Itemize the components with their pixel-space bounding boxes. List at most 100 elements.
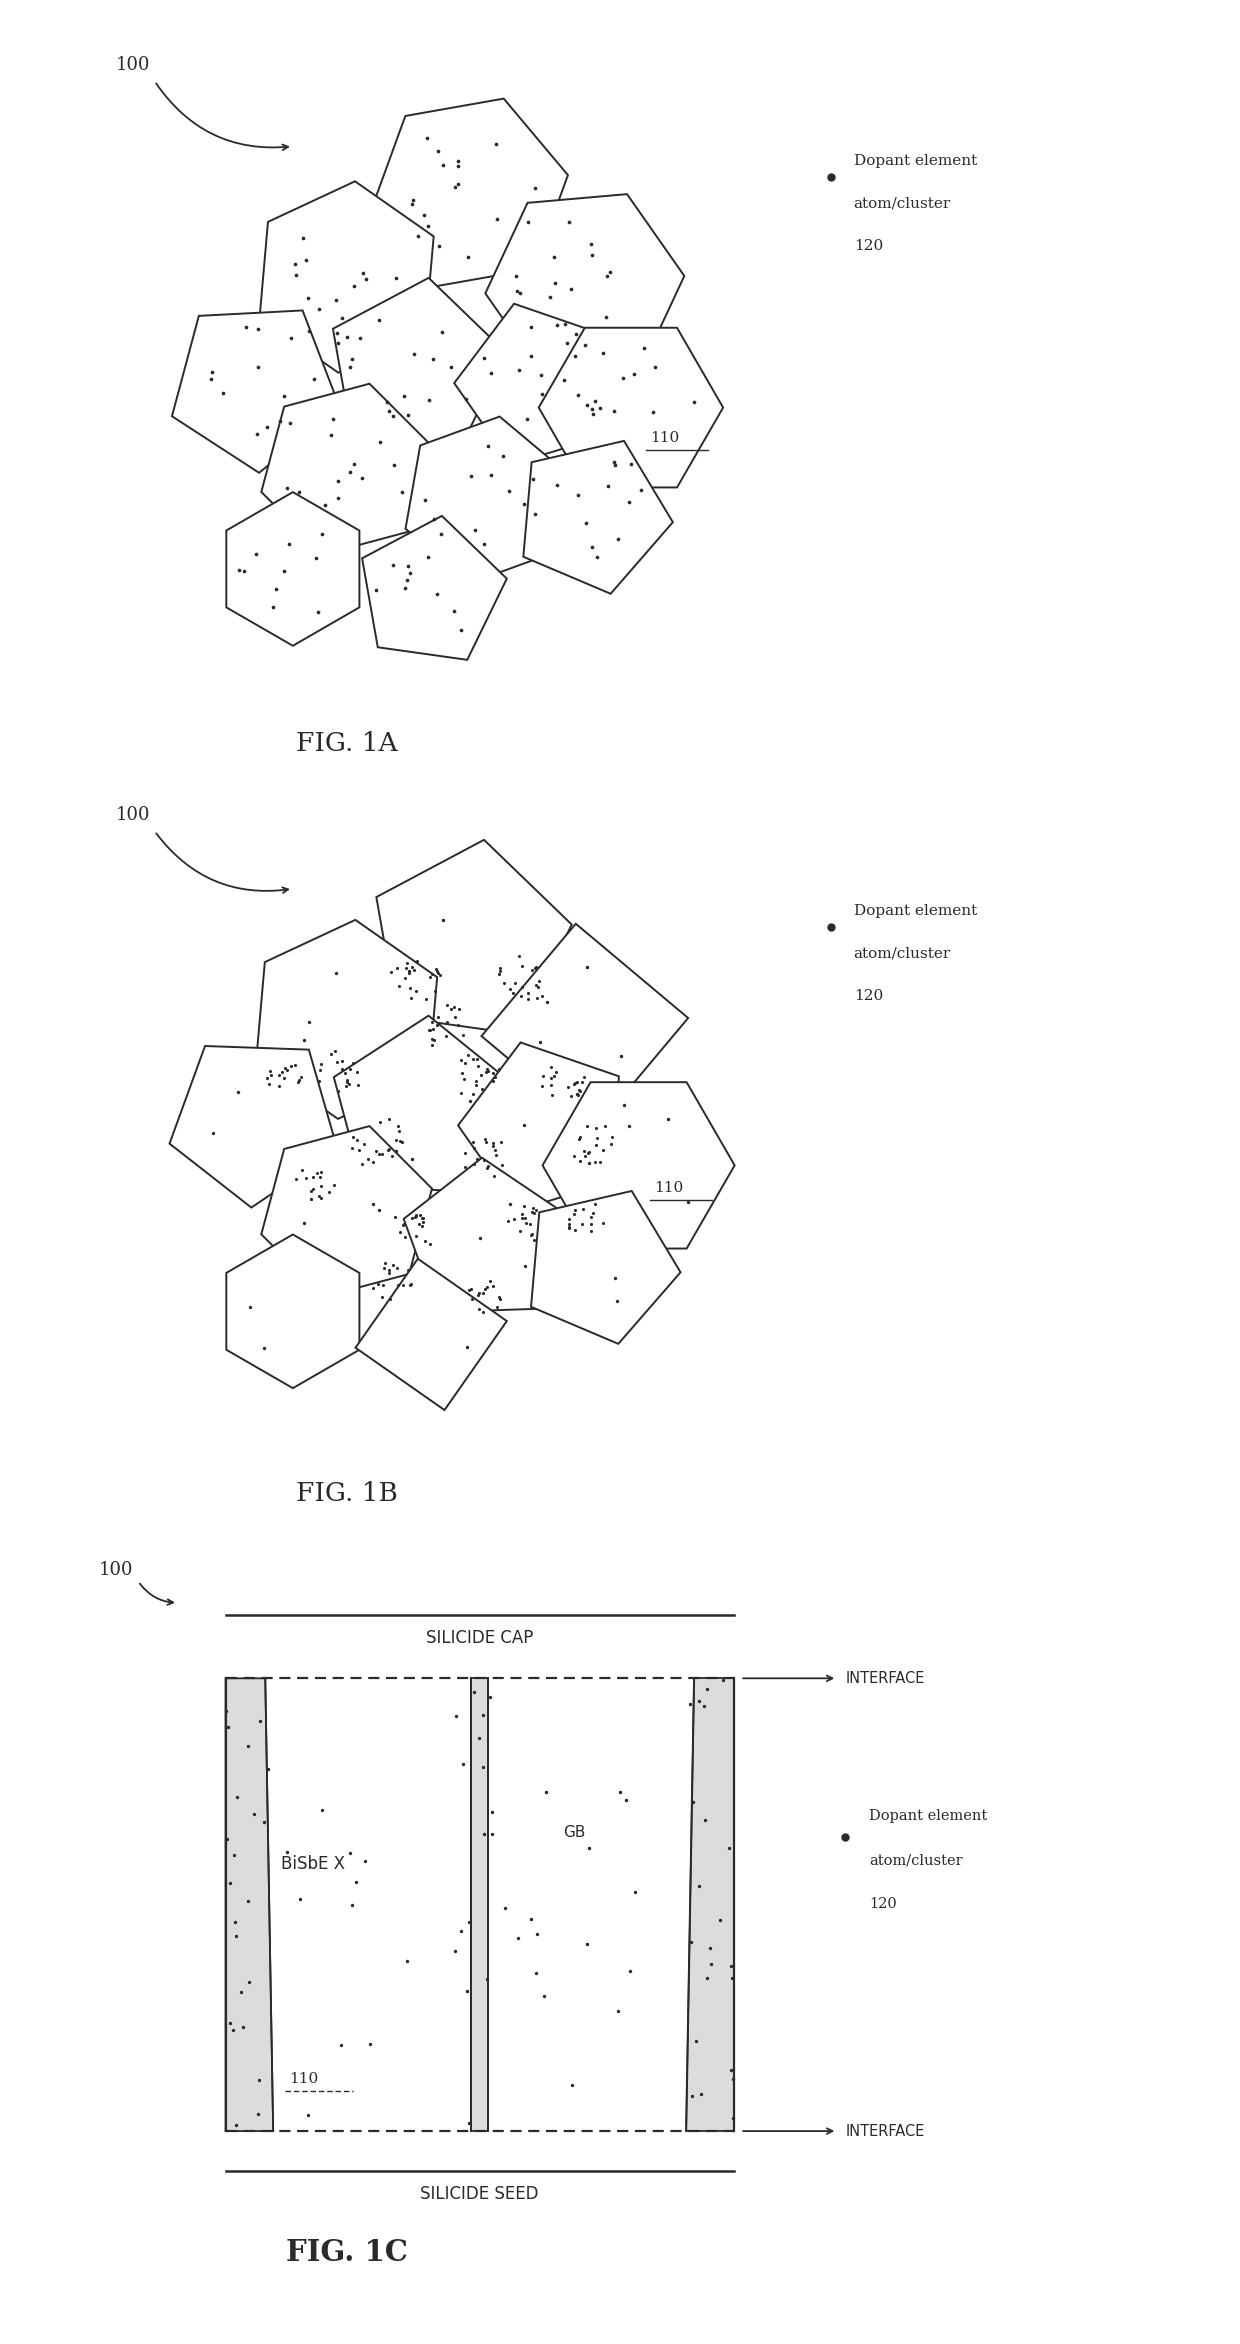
Point [515,1106,534,1144]
Point [432,516,451,553]
Point [388,968,408,1006]
Point [376,1245,396,1282]
Point [310,1052,330,1090]
Point [294,1022,314,1059]
Point [461,457,481,495]
Point [448,1006,467,1043]
Point [491,1123,511,1160]
Point [327,323,347,361]
Point [340,1835,360,1873]
Point [274,377,294,415]
Point [356,260,376,298]
Point [337,319,357,356]
Point [301,1181,321,1219]
Point [412,1198,432,1235]
Point [218,1709,238,1746]
Text: SILICIDE SEED: SILICIDE SEED [420,2185,539,2203]
Point [546,1052,565,1090]
Point [578,1134,598,1172]
Point [694,1688,714,1725]
Point [363,1144,383,1181]
Point [386,1198,405,1235]
Point [471,1071,491,1109]
Point [386,1120,405,1158]
Point [511,274,531,312]
Point [372,1134,392,1172]
Point [505,966,525,1003]
Point [616,1781,636,1819]
Point [413,1200,433,1238]
Point [481,354,501,391]
Point [475,1120,495,1158]
Point [722,1960,742,1997]
Point [469,1277,489,1315]
Point [466,1139,486,1177]
Point [388,1106,408,1144]
Point [427,952,446,989]
Point [304,359,324,396]
Point [711,1901,730,1938]
Point [401,980,420,1017]
Point [348,1067,368,1104]
Point [353,253,373,291]
Point [342,340,362,377]
Point [285,1045,305,1083]
Point [526,966,546,1003]
Point [299,1003,319,1041]
Point [424,973,444,1010]
Point [585,382,605,420]
Point [544,239,564,277]
Point [465,511,485,548]
Point [508,352,528,389]
Point [433,902,453,940]
Point [458,1036,477,1074]
Point [541,1059,560,1097]
Text: FIG. 1C: FIG. 1C [286,2239,408,2267]
Point [449,989,469,1027]
Point [413,1205,433,1242]
Text: 110: 110 [289,2072,319,2086]
Point [485,1132,505,1170]
Point [379,1099,399,1137]
Point [459,1903,479,1941]
Point [577,1924,596,1962]
Point [475,340,495,377]
Point [311,1167,331,1205]
Point [466,1067,486,1104]
Point [202,354,222,391]
Point [470,1720,490,1758]
Point [559,1200,579,1238]
Point [224,1835,244,1873]
Point [583,396,603,434]
Point [446,1697,466,1735]
Point [433,145,453,183]
Point [436,1017,456,1055]
Point [409,1205,429,1242]
Point [525,1193,544,1231]
Point [472,1273,492,1310]
Point [361,2025,381,2063]
Point [593,335,613,373]
Point [542,1067,562,1104]
Point [480,1678,500,1716]
Point [427,574,446,612]
Point [477,1268,497,1306]
Point [355,1125,374,1163]
Point [697,1671,717,1709]
Point [387,1249,407,1287]
Point [605,1259,625,1296]
Point [332,1050,352,1088]
Point [484,1055,503,1092]
Point [424,1022,444,1059]
Point [423,1010,443,1048]
Point [306,539,326,577]
Point [249,2060,269,2098]
Point [596,298,616,335]
Point [506,258,526,295]
Point [445,999,465,1036]
Point [429,956,449,994]
Point [593,1132,613,1170]
Point [451,1074,471,1111]
Point [226,1903,246,1941]
Point [689,1868,709,1906]
